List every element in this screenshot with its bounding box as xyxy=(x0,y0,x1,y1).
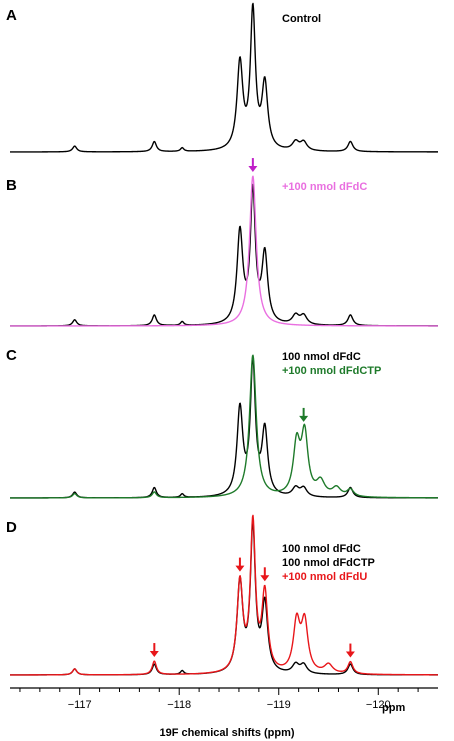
legend-entry: +100 nmol dFdC xyxy=(282,181,367,193)
peak-arrow xyxy=(260,567,270,582)
peak-arrow xyxy=(345,643,355,658)
spectrum-line-1 xyxy=(9,355,439,499)
peak-arrow xyxy=(235,557,245,572)
x-axis-title: 19F chemical shifts (ppm) xyxy=(159,727,294,739)
panels: A Control B +100 nmol dFdC C 100 nmol dFdC +10… xyxy=(6,2,439,676)
panel-letter: C xyxy=(6,347,17,364)
peak-arrow xyxy=(248,158,258,173)
legend-entry: +100 nmol dFdU xyxy=(282,571,367,583)
x-axis: −117 −118 −119 −120 xyxy=(10,687,438,711)
panel-b: B +100 nmol dFdC xyxy=(6,158,439,327)
legend-entry: +100 nmol dFdCTP xyxy=(282,365,381,377)
panel-letter: D xyxy=(6,519,17,536)
panel-letter: A xyxy=(6,7,17,24)
x-tick-label: −120 xyxy=(366,699,391,711)
panel-a: A Control xyxy=(6,2,439,153)
legend-entry: 100 nmol dFdCTP xyxy=(282,557,375,569)
legend-entry: 100 nmol dFdC xyxy=(282,351,361,363)
x-tick-label: −117 xyxy=(68,699,92,711)
peak-arrow xyxy=(299,407,309,422)
spectrum-line-1 xyxy=(9,520,439,676)
peak-arrow xyxy=(149,643,159,658)
legend-entry: Control xyxy=(282,13,321,25)
x-tick-label: −119 xyxy=(267,699,291,711)
panel-c: C 100 nmol dFdC +100 nmol dFdCTP xyxy=(6,347,439,499)
panel-d: D 100 nmol dFdC 100 nmol dFdCTP +100 nmol d… xyxy=(6,514,439,676)
x-tick-label: −118 xyxy=(167,699,191,711)
legend-entry: 100 nmol dFdC xyxy=(282,543,361,555)
spectrum-line-1 xyxy=(9,183,439,327)
x-axis-unit-label: ppm xyxy=(382,702,405,714)
spectrum-line-1 xyxy=(9,2,439,153)
spectrum-line-2 xyxy=(9,514,439,676)
panel-letter: B xyxy=(6,177,17,194)
spectrum-line-2 xyxy=(9,175,439,327)
spectrum-line-2 xyxy=(9,354,439,499)
